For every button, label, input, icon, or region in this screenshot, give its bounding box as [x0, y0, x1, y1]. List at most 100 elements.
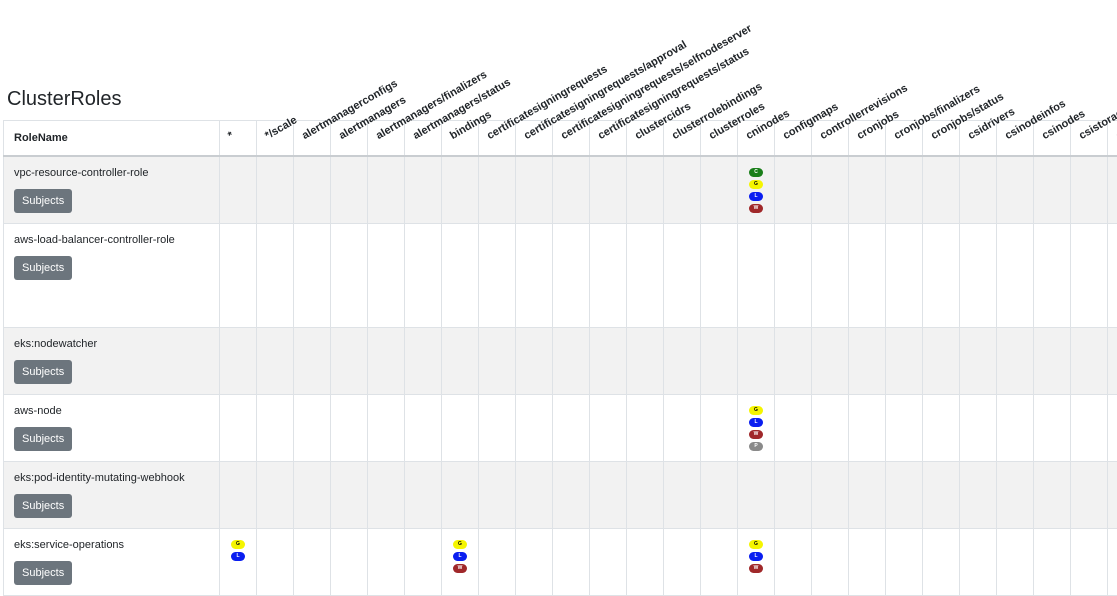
- permission-cell: [516, 156, 553, 223]
- permission-cell: [1108, 528, 1117, 595]
- subjects-button[interactable]: Subjects: [14, 561, 72, 585]
- verb-badge: L: [453, 552, 467, 561]
- verb-badge: W: [749, 204, 763, 213]
- column-header: certificatesigningrequests/selfnodeserve…: [553, 121, 590, 157]
- permission-cell: [1034, 327, 1071, 394]
- permission-cell: [627, 394, 664, 461]
- role-name: aws-node: [14, 405, 219, 417]
- column-header: configmaps: [775, 121, 812, 157]
- permission-cell: [775, 394, 812, 461]
- column-header: csidrivers: [960, 121, 997, 157]
- permission-cell: [886, 327, 923, 394]
- permission-cell: [294, 223, 331, 327]
- permission-cell: [331, 327, 368, 394]
- verb-badge: G: [749, 406, 763, 415]
- permission-cell: [664, 156, 701, 223]
- permission-cell: [701, 528, 738, 595]
- permission-cell: [701, 461, 738, 528]
- permission-cell: [701, 156, 738, 223]
- permission-cell: [664, 528, 701, 595]
- column-header: clustercidrs: [627, 121, 664, 157]
- permission-cell: [331, 528, 368, 595]
- permission-cell: [960, 461, 997, 528]
- permission-cell: [812, 223, 849, 327]
- verb-badge: W: [749, 564, 763, 573]
- permission-cell: [257, 156, 294, 223]
- permission-cell: [812, 156, 849, 223]
- column-header: customresourcedefinitions: [1108, 121, 1117, 157]
- permission-cell: [294, 528, 331, 595]
- permission-cell: [923, 327, 960, 394]
- verb-badge: L: [231, 552, 245, 561]
- permission-cell: [553, 394, 590, 461]
- subjects-button[interactable]: Subjects: [14, 427, 72, 451]
- permission-cell: [294, 394, 331, 461]
- permission-cell: [738, 327, 775, 394]
- permission-cell: [1034, 156, 1071, 223]
- column-header: *: [220, 121, 257, 157]
- subjects-button[interactable]: Subjects: [14, 494, 72, 518]
- role-name-cell: eks:pod-identity-mutating-webhook Subject…: [4, 461, 220, 528]
- permission-cell: [664, 461, 701, 528]
- permission-cell: [997, 461, 1034, 528]
- permission-cell: [849, 528, 886, 595]
- permission-cell: [1071, 327, 1108, 394]
- permission-cell: [1071, 461, 1108, 528]
- column-header: clusterrolebindings: [664, 121, 701, 157]
- permission-cell: [590, 327, 627, 394]
- permission-cell: [442, 394, 479, 461]
- permission-cell: [405, 223, 442, 327]
- permission-cell: [331, 394, 368, 461]
- permission-cell: [923, 528, 960, 595]
- column-header: RoleName: [4, 121, 220, 157]
- permission-cell: [886, 156, 923, 223]
- permission-cell: [590, 528, 627, 595]
- permission-cell: [405, 156, 442, 223]
- permission-cell: [220, 156, 257, 223]
- permission-cell: [775, 528, 812, 595]
- permission-cell: [849, 394, 886, 461]
- permission-cell: [479, 156, 516, 223]
- permission-cell: [960, 156, 997, 223]
- column-header: certificatesigningrequests/status: [590, 121, 627, 157]
- permission-cell: [627, 327, 664, 394]
- verb-badge: W: [749, 430, 763, 439]
- permission-cell: [331, 461, 368, 528]
- permission-cell: [627, 223, 664, 327]
- permission-cell: [627, 528, 664, 595]
- column-header: csinodeinfos: [997, 121, 1034, 157]
- page-title: ClusterRoles: [7, 88, 121, 111]
- permission-cell: [849, 327, 886, 394]
- permission-cell: [368, 223, 405, 327]
- subjects-button[interactable]: Subjects: [14, 360, 72, 384]
- permission-cell: [886, 394, 923, 461]
- verb-badge: P: [749, 442, 763, 451]
- verb-badge: C: [749, 168, 763, 177]
- role-name: eks:pod-identity-mutating-webhook: [14, 472, 219, 484]
- permission-cell: [368, 528, 405, 595]
- permission-cell: [516, 327, 553, 394]
- permission-cell: [294, 461, 331, 528]
- permission-cell: [257, 394, 294, 461]
- permission-cell: [405, 394, 442, 461]
- permission-cell: [442, 461, 479, 528]
- permission-cell: [960, 528, 997, 595]
- column-header: cronjobs/status: [923, 121, 960, 157]
- permission-cell: [294, 156, 331, 223]
- permission-cell: [1108, 156, 1117, 223]
- column-header: certificatesigningrequests/approval: [516, 121, 553, 157]
- column-header: clusterroles: [701, 121, 738, 157]
- permission-cell: [331, 223, 368, 327]
- permission-cell: [368, 156, 405, 223]
- subjects-button[interactable]: Subjects: [14, 189, 72, 213]
- permission-cell: [960, 394, 997, 461]
- subjects-button[interactable]: Subjects: [14, 256, 72, 280]
- permission-cell: [997, 394, 1034, 461]
- permission-cell: [553, 327, 590, 394]
